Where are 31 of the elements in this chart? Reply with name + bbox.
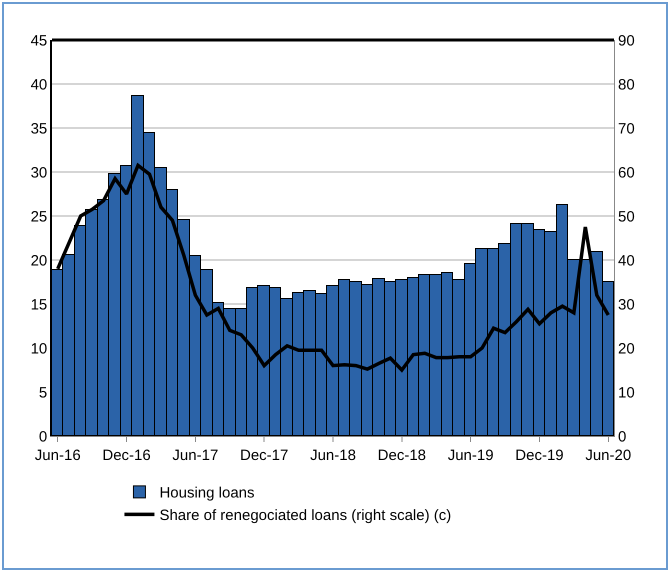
legend-label: Share of renegociated loans (right scale) (c) bbox=[159, 507, 452, 524]
y2-tick-label: 60 bbox=[618, 164, 635, 182]
y-tick-label: 10 bbox=[30, 340, 48, 358]
y2-tick-label: 90 bbox=[618, 32, 635, 50]
x-tick-label: Dec-16 bbox=[102, 447, 151, 464]
y2-tick-label: 40 bbox=[618, 252, 635, 270]
y-tick-label: 40 bbox=[30, 76, 48, 94]
y2-tick-label: 70 bbox=[618, 120, 635, 138]
y-tick-label: 0 bbox=[38, 428, 48, 446]
y-tick-label: 20 bbox=[30, 252, 48, 270]
y2-tick-label: 80 bbox=[618, 76, 635, 94]
y-tick-label: 5 bbox=[38, 384, 48, 402]
y-tick-label: 45 bbox=[30, 32, 48, 50]
legend-label: Housing loans bbox=[159, 484, 255, 502]
y2-tick-label: 10 bbox=[618, 384, 635, 402]
y2-tick-label: 20 bbox=[618, 340, 635, 358]
x-tick-label: Jun-16 bbox=[34, 447, 81, 464]
y2-tick-label: 0 bbox=[618, 428, 626, 446]
y-tick-label: 15 bbox=[30, 296, 48, 314]
x-tick-label: Dec-19 bbox=[515, 447, 564, 464]
x-tick-label: Dec-18 bbox=[378, 447, 426, 464]
y-tick-label: 25 bbox=[30, 208, 48, 226]
x-tick-label: Jun-19 bbox=[448, 447, 494, 464]
y-tick-label: 30 bbox=[30, 164, 48, 182]
x-tick-label: Dec-17 bbox=[240, 447, 288, 464]
y2-tick-label: 30 bbox=[618, 296, 635, 314]
y-tick-label: 35 bbox=[30, 120, 48, 138]
y2-tick-label: 50 bbox=[618, 208, 635, 226]
x-tick-label: Jun-18 bbox=[310, 447, 356, 464]
x-tick-label: Jun-17 bbox=[172, 447, 218, 464]
x-tick-label: Jun-20 bbox=[585, 447, 632, 464]
